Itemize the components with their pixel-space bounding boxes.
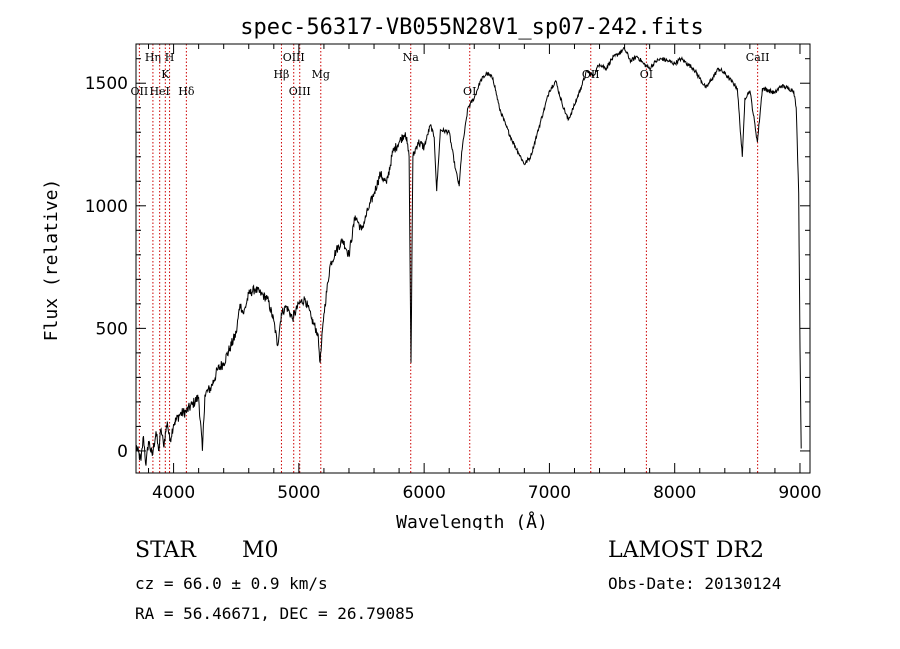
line-marker-label: Hη [145, 51, 161, 64]
line-marker-label: OII [131, 85, 149, 98]
y-tick-label: 1500 [85, 74, 128, 94]
line-marker-label: Hβ [273, 68, 289, 81]
x-tick-label: 5000 [277, 483, 320, 503]
line-marker-label: OI [640, 68, 653, 81]
y-tick-label: 1000 [85, 197, 128, 217]
y-tick-label: 500 [96, 319, 128, 339]
observation-date: Obs-Date: 20130124 [608, 574, 782, 593]
line-marker-label: H [165, 51, 175, 64]
y-axis-label: Flux (relative) [41, 179, 62, 342]
line-marker-label: CaII [746, 51, 770, 64]
x-axis-label: Wavelength (Å) [396, 511, 548, 530]
line-marker-label: OIII [289, 85, 311, 98]
x-tick-label: 8000 [653, 483, 696, 503]
line-marker-label: Mg [312, 68, 330, 81]
y-tick-label: 0 [117, 442, 128, 462]
line-marker-label: OIII [283, 51, 305, 64]
spectrum-line [135, 46, 802, 466]
spectrum-series [135, 46, 802, 466]
line-marker-label: Hδ [178, 85, 195, 98]
sky-coordinates: RA = 56.46671, DEC = 26.79085 [135, 604, 415, 623]
survey-name: LAMOST DR2 [608, 538, 764, 563]
plot-frame [135, 43, 811, 474]
line-marker-label: Na [403, 51, 420, 64]
axes: 4000 5000 6000 7000 8000 9000 0 500 1000 1500 [85, 44, 822, 503]
x-tick-label: 4000 [152, 483, 195, 503]
line-marker-label: OI [463, 85, 476, 98]
line-marker-label: HeI [149, 85, 169, 98]
x-tick-label: 9000 [778, 483, 821, 503]
redshift-velocity: cz = 66.0 ± 0.9 km/s [135, 574, 328, 593]
chart-title: spec-56317-VB055N28V1_sp07-242.fits [240, 15, 704, 40]
line-marker-label: K [161, 68, 170, 81]
spectrum-chart: spec-56317-VB055N28V1_sp07-242.fits OIIH… [41, 15, 822, 530]
x-tick-label: 6000 [403, 483, 446, 503]
object-subclass: M0 [242, 538, 279, 563]
x-tick-label: 7000 [528, 483, 571, 503]
object-class: STAR [135, 538, 196, 563]
